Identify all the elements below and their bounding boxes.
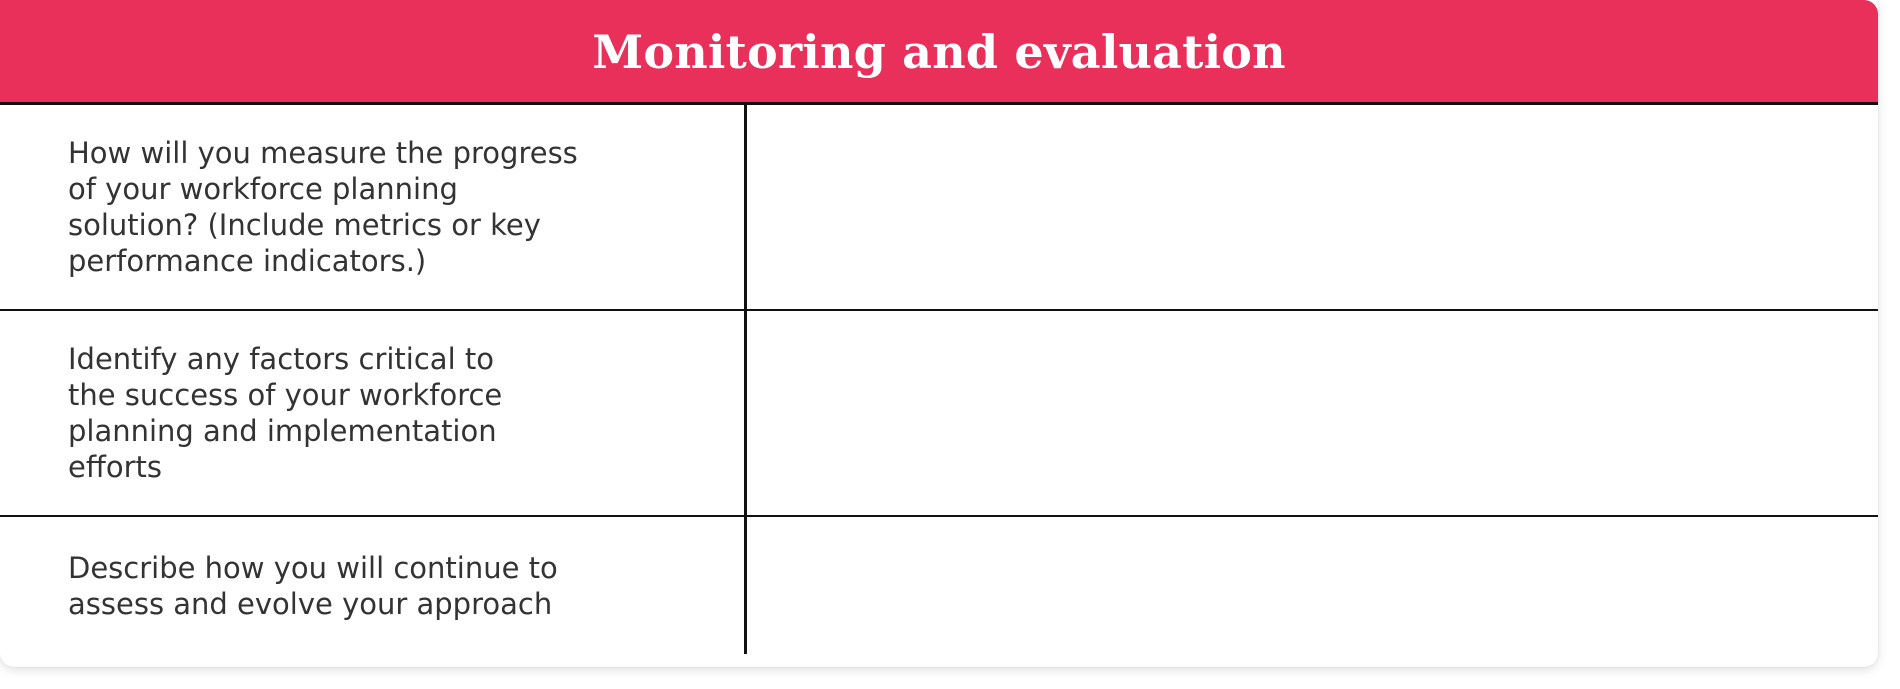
prompt-text: Describe how you will continue to assess…: [68, 550, 558, 621]
worksheet-card: Monitoring and evaluation How will you m…: [0, 0, 1878, 654]
answer-cell-critical-factors[interactable]: [747, 311, 1878, 515]
row-divider: [0, 309, 1878, 311]
prompt-cell-critical-factors: Identify any factors critical to the suc…: [0, 311, 744, 515]
prompt-cell-measure-progress: How will you measure the progress of you…: [0, 105, 744, 309]
prompt-text: How will you measure the progress of you…: [68, 136, 578, 278]
section-title: Monitoring and evaluation: [592, 25, 1286, 79]
section-header: Monitoring and evaluation: [0, 0, 1878, 102]
prompt-text: Identify any factors critical to the suc…: [68, 342, 503, 484]
column-divider: [744, 105, 747, 654]
answer-cell-assess-approach[interactable]: [747, 517, 1878, 654]
header-divider: [0, 102, 1878, 105]
prompt-cell-assess-approach: Describe how you will continue to assess…: [0, 517, 744, 654]
answer-cell-measure-progress[interactable]: [747, 105, 1878, 309]
row-divider: [0, 515, 1878, 517]
